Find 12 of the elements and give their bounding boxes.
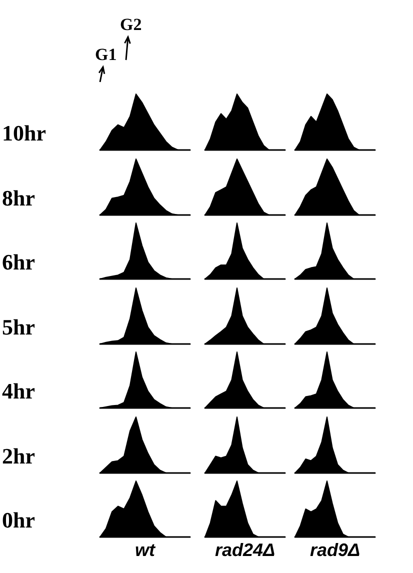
y-axis-title: 4hr — [2, 378, 36, 404]
text: G2 — [120, 15, 142, 35]
y-axis-title: 2hr — [2, 443, 36, 468]
text: G1 — [95, 45, 117, 65]
x-axis-title: wt — [135, 540, 156, 560]
y-axis-title: 10hr — [2, 120, 46, 146]
y-axis-title: 0hr — [2, 508, 36, 532]
y-axis-title: 5hr — [2, 314, 36, 339]
y-axis-title: 6hr — [2, 250, 36, 274]
y-axis-title: 8hr — [2, 185, 36, 210]
x-axis-title: rad9Δ — [310, 540, 360, 560]
x-axis-title: rad24Δ — [214, 540, 276, 560]
